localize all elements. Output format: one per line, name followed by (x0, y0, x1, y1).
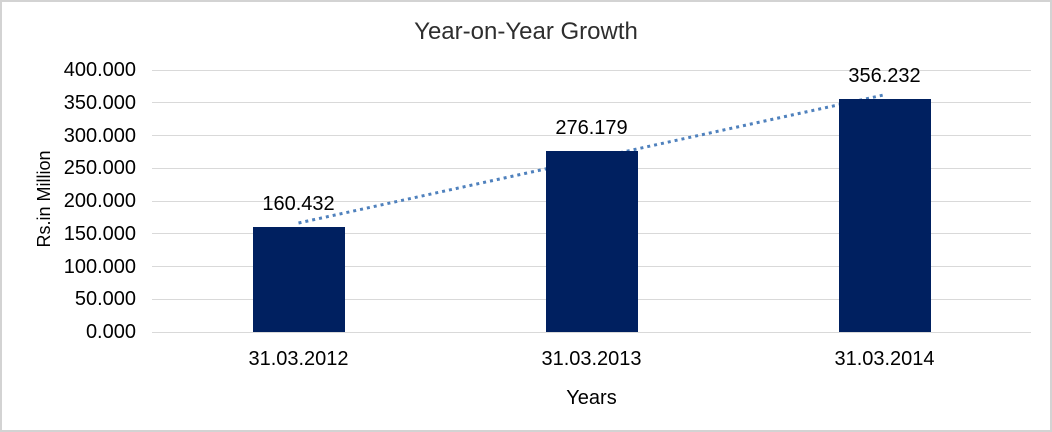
y-tick-label: 200.000 (63, 190, 136, 212)
bar-data-label: 356.232 (848, 64, 921, 87)
bar-data-label: 160.432 (262, 192, 335, 215)
trendline-layer (298, 93, 885, 225)
trendline-dotted (298, 93, 885, 225)
gridline (152, 69, 1031, 71)
gridline (152, 102, 1031, 104)
x-tick-label: 31.03.2012 (248, 348, 349, 370)
y-tick-label: 0.000 (85, 321, 136, 343)
bar (838, 98, 931, 332)
y-tick-label: 150.000 (63, 222, 136, 245)
y-tick-label: 250.000 (63, 157, 136, 180)
y-tick-label: 400.000 (63, 59, 136, 81)
bar-data-label: 276.179 (555, 117, 628, 140)
chart-title: Year-on-Year Growth (414, 18, 638, 45)
x-tick-label: 31.03.2014 (834, 348, 935, 370)
gridline (152, 135, 1031, 136)
bar (252, 226, 345, 332)
x-tick-label: 31.03.2013 (541, 348, 642, 370)
x-axis-title: Years (566, 387, 617, 409)
y-tick-label: 350.000 (63, 91, 136, 114)
y-tick-label: 50.000 (74, 288, 136, 311)
y-tick-label: 300.000 (63, 124, 136, 147)
plot-area: 160.432 276.179 356.232 (152, 65, 1031, 333)
y-tick-label: 100.000 (63, 255, 136, 278)
gridline (152, 331, 1031, 333)
bar (545, 151, 638, 332)
